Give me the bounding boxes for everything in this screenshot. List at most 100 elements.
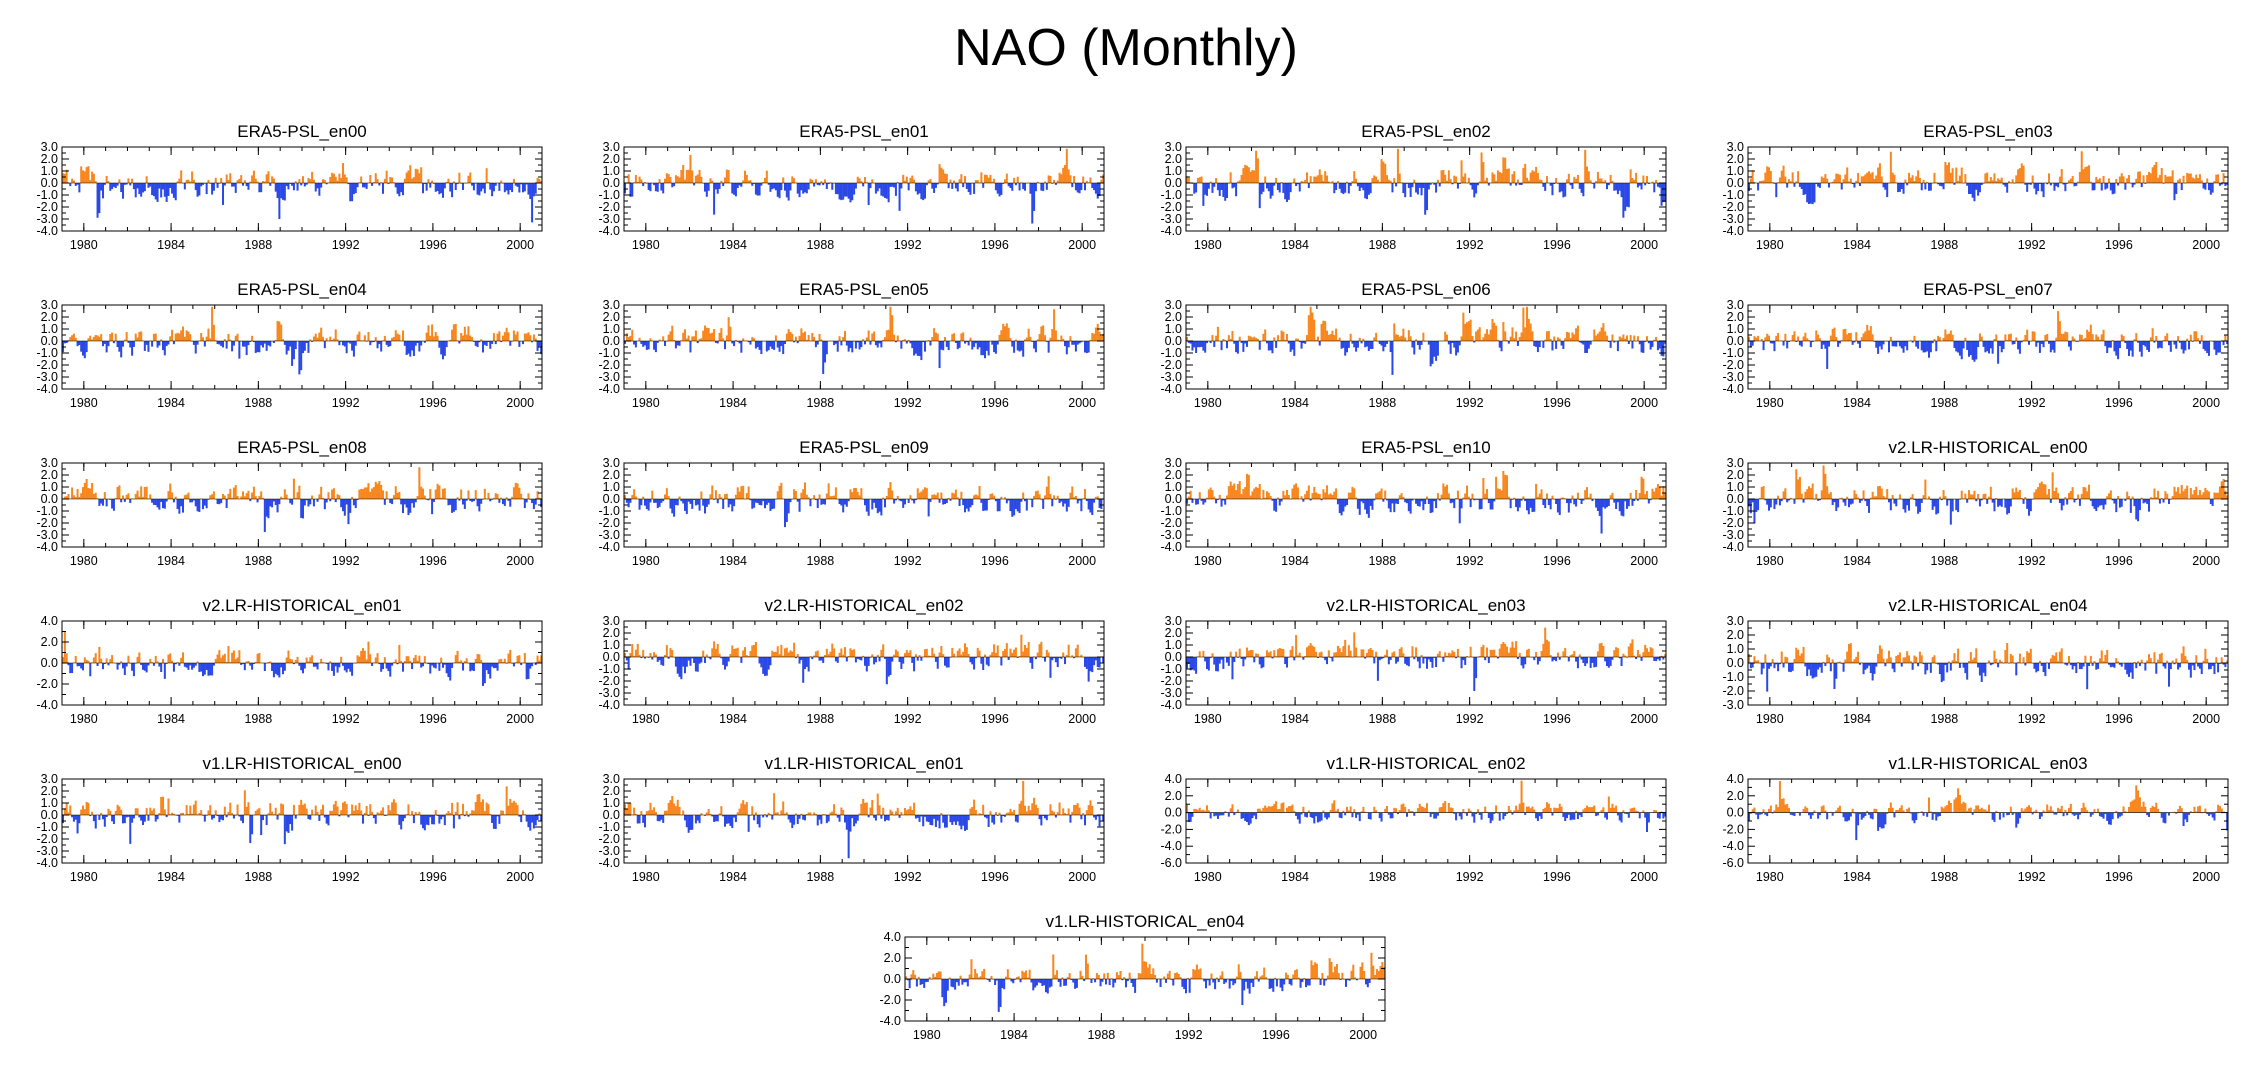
x-tick-label: 1980	[1194, 396, 1222, 410]
x-tick-label: 1984	[1843, 554, 1871, 568]
positive-bar	[1486, 329, 1489, 341]
negative-bar	[78, 341, 81, 346]
negative-bar	[1076, 499, 1079, 504]
negative-bar	[389, 341, 392, 347]
positive-bar	[1436, 493, 1439, 499]
positive-bar	[329, 336, 332, 341]
positive-bar	[1835, 337, 1838, 341]
negative-bar	[167, 341, 170, 345]
positive-bar	[1964, 174, 1967, 183]
negative-bar	[163, 663, 166, 679]
positive-bar	[1984, 493, 1987, 499]
negative-bar	[1333, 183, 1336, 194]
positive-bar	[1402, 496, 1405, 499]
negative-bar	[80, 341, 83, 352]
positive-bar	[2162, 340, 2165, 341]
positive-bar	[1338, 337, 1341, 341]
negative-bar	[1382, 341, 1385, 352]
negative-bar	[1551, 341, 1554, 351]
negative-bar	[660, 183, 663, 191]
positive-bar	[754, 641, 757, 657]
negative-bar	[423, 183, 426, 184]
positive-bar	[1051, 329, 1054, 341]
positive-bar	[278, 321, 281, 341]
positive-bar	[1951, 168, 1954, 183]
y-tick-label: -4.0	[1722, 224, 1744, 238]
negative-bar	[1391, 183, 1394, 193]
negative-bar	[320, 183, 323, 188]
positive-bar	[1034, 491, 1037, 499]
positive-bar	[709, 178, 712, 183]
negative-bar	[733, 499, 736, 507]
positive-bar	[2078, 334, 2081, 341]
negative-bar	[1853, 183, 1856, 188]
positive-bar	[94, 653, 97, 663]
positive-bar	[174, 496, 177, 499]
positive-bar	[191, 171, 194, 183]
negative-bar	[640, 499, 643, 506]
positive-bar	[771, 650, 774, 657]
positive-bar	[214, 177, 217, 183]
y-tick-label: 2.0	[1165, 468, 1182, 482]
negative-bar	[1929, 341, 1932, 353]
negative-bar	[300, 341, 303, 371]
negative-bar	[731, 183, 734, 194]
negative-bar	[1997, 499, 2000, 507]
positive-bar	[2011, 488, 2014, 499]
negative-bar	[2204, 341, 2207, 351]
negative-bar	[1300, 341, 1303, 349]
positive-bar	[1209, 487, 1212, 499]
positive-bar	[256, 653, 259, 663]
negative-bar	[131, 341, 134, 356]
negative-bar	[458, 341, 461, 344]
positive-bar	[392, 336, 395, 341]
negative-bar	[443, 663, 446, 665]
y-tick-label: 3.0	[41, 456, 58, 470]
positive-bar	[942, 169, 945, 183]
negative-bar	[1649, 499, 1652, 501]
positive-bar	[1769, 170, 1772, 183]
positive-bar	[512, 330, 515, 341]
negative-bar	[71, 663, 74, 674]
negative-bar	[1007, 499, 1010, 501]
negative-bar	[796, 499, 799, 502]
x-tick-label: 1992	[1456, 554, 1484, 568]
negative-bar	[702, 499, 705, 506]
plot-frame	[1747, 146, 2229, 232]
positive-bar	[131, 498, 134, 499]
x-tick-label: 1992	[332, 396, 360, 410]
positive-bar	[762, 181, 765, 183]
negative-bar	[804, 657, 807, 670]
positive-bar	[383, 657, 386, 663]
x-tick-label: 1992	[332, 712, 360, 726]
positive-bar	[724, 494, 727, 499]
positive-bar	[1426, 496, 1429, 499]
negative-bar	[1902, 341, 1905, 353]
positive-bar	[2058, 176, 2061, 183]
negative-bar	[245, 341, 248, 356]
negative-bar	[127, 341, 130, 343]
negative-bar	[1224, 499, 1227, 505]
negative-bar	[656, 341, 659, 343]
negative-bar	[2184, 341, 2187, 351]
negative-bar	[218, 183, 221, 184]
positive-bar	[423, 656, 426, 663]
negative-bar	[2066, 183, 2069, 184]
positive-bar	[392, 182, 395, 183]
positive-bar	[984, 174, 987, 183]
positive-bar	[918, 655, 921, 657]
negative-bar	[1291, 341, 1294, 350]
positive-bar	[744, 647, 747, 657]
negative-bar	[1984, 341, 1987, 353]
positive-bar	[402, 330, 405, 341]
negative-bar	[653, 499, 656, 503]
negative-bar	[945, 657, 948, 668]
positive-bar	[1273, 337, 1276, 341]
negative-bar	[180, 499, 183, 507]
negative-bar	[83, 341, 86, 359]
y-tick-label: -2.0	[1160, 358, 1182, 372]
positive-bar	[885, 330, 888, 341]
negative-bar	[1007, 183, 1010, 187]
positive-bar	[1475, 331, 1478, 341]
negative-bar	[122, 341, 125, 347]
